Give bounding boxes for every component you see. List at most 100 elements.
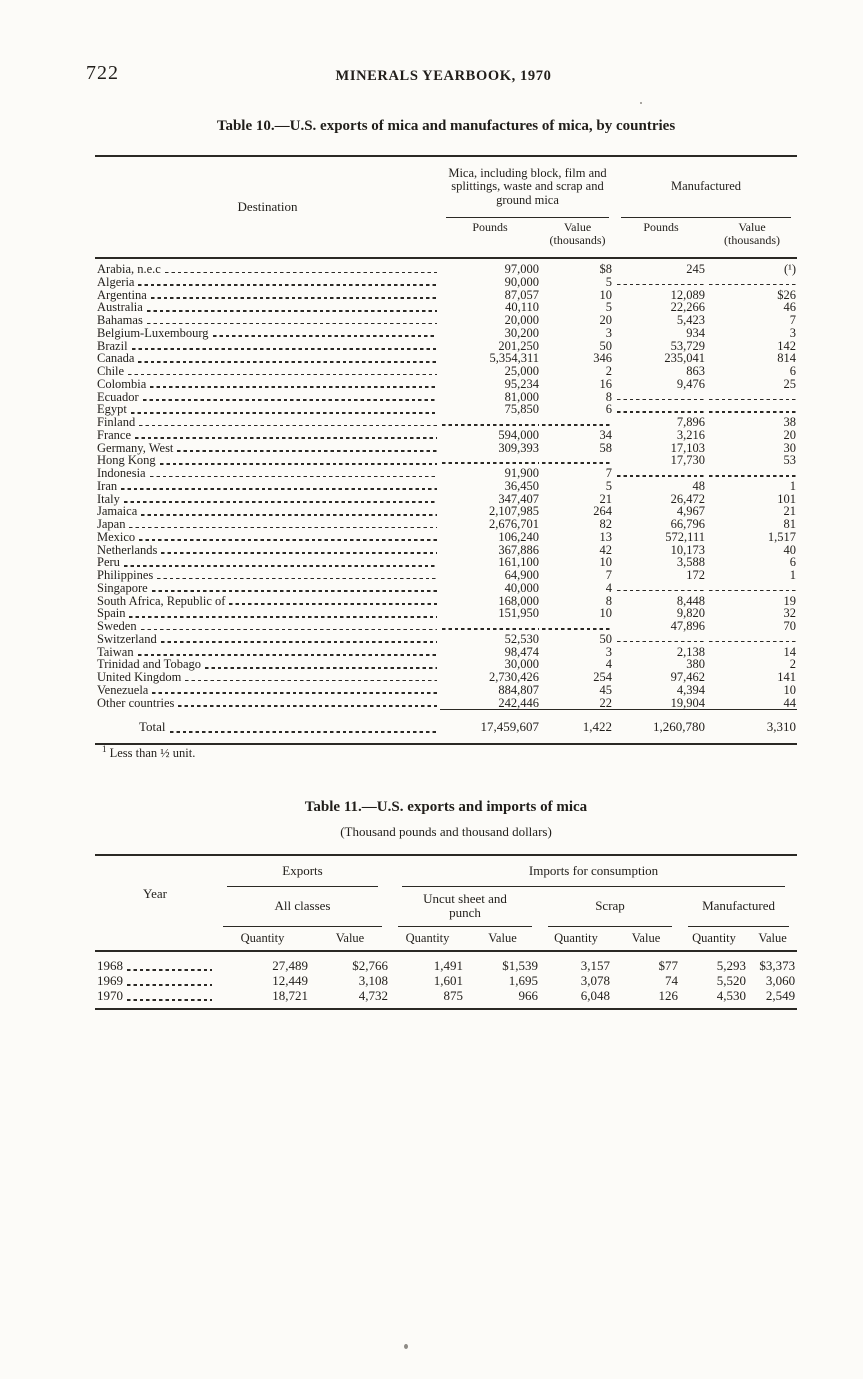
dotted-leader [160,641,437,643]
table-row: Hong Kong 17,730 53 [95,454,797,467]
row-label: Netherlands [95,543,440,557]
table11-title: Table 11.—U.S. exports and imports of mi… [304,799,588,815]
table-row: Germany, West 309,393 58 17,103 30 [95,440,797,455]
table-row: Other countries 242,446 22 19,904 44 [95,696,797,710]
cell-uncut_q: 875 [443,988,464,1003]
cell-mica_value: 7 [605,568,612,582]
cell-mfg_pounds [615,467,707,480]
dotted-leader [123,501,437,503]
cell-mfg_value: 20 [783,427,797,442]
total-mfg-pounds: 1,260,780 [615,709,707,745]
cell-mfg_value: (¹) [783,262,797,276]
row-label: 1970 [95,988,215,1009]
cell-mica_value: 4 [605,657,612,672]
dotted-leader [137,654,437,656]
dotted-leader [146,322,437,325]
footnote-text: Less than ½ unit. [106,746,196,761]
row-label: Argentina [95,288,440,302]
table-row: Chile 25,000 2 863 6 [95,365,797,378]
row-label-text: Egypt [97,402,127,417]
cell-mica_value: 8 [605,389,612,404]
row-label: 1968 [95,951,215,973]
column-header-destination: Destination [237,199,298,214]
row-label: Canada [95,352,440,365]
cell-mica_pounds: 75,850 [504,402,539,417]
column-header-pounds: Pounds [643,220,679,234]
no-data-dashes [617,589,705,592]
cell-mica_value: 16 [599,376,613,391]
column-header-value: Value [758,930,787,945]
table-row: Canada 5,354,311 346 235,041 814 [95,352,797,365]
scan-speck [404,1344,408,1349]
cell-mica_pounds: 81,000 [504,389,539,404]
cell-mica_value: 5 [605,478,612,493]
table10-title: Table 10.—U.S. exports of mica and manuf… [216,118,676,134]
footnote-marker: 1 [102,744,107,754]
column-group-all-classes: All classes [215,886,390,927]
cell-mfg_v: $3,373 [759,958,796,973]
table-row: Mexico 106,240 13 572,111 1,517 [95,529,797,544]
cell-mfg_pounds: 3,588 [676,555,705,570]
table11-us-exports-imports-of-mica: Exports Imports for consumption Year All… [95,854,798,1010]
cell-mica_value: 21 [599,491,613,506]
table10-header: Destination Mica, including block, film … [95,156,798,258]
row-label-text: Peru [97,555,120,570]
cell-mfg_pounds: 235,041 [664,351,705,366]
row-label: Indonesia [95,467,440,480]
cell-mfg_pounds [615,582,707,595]
column-header-pounds: Pounds [472,220,508,234]
cell-mfg_value: 46 [783,300,797,315]
row-label: Hong Kong [95,454,440,467]
row-label: Peru [95,556,440,569]
cell-mica_pounds: 25,000 [504,364,539,378]
cell-mfg_pounds: 26,472 [670,491,705,506]
cell-mica_value: 6 [605,402,612,417]
page-number: 722 [86,62,119,84]
dotted-leader [131,348,437,350]
cell-mica_pounds: 40,110 [505,300,539,315]
cell-mfg_pounds: 3,216 [676,427,705,442]
row-label-text: Japan [97,517,126,531]
row-label: Finland [95,416,440,429]
row-label: Germany, West [95,441,440,455]
cell-mica_value: 58 [599,440,613,455]
table-row: Belgium-Luxembourg 30,200 3 934 3 [95,326,797,340]
table11-subtitle: (Thousand pounds and thousand dollars) [340,824,552,839]
column-header-value-thousands: Value (thousands) [724,220,780,247]
cell-mica_pounds: 201,250 [498,338,539,353]
cell-mica_pounds [440,454,540,467]
cell-mfg_pounds [615,633,707,646]
cell-mfg_q: 5,293 [716,958,747,973]
cell-mfg_value: 1,517 [767,529,797,544]
total-row: Total 17,459,607 1,422 1,260,780 3,310 [95,709,798,745]
cell-mica_value: 50 [599,338,613,353]
table-row: France 594,000 34 3,216 20 [95,427,797,442]
no-data-dashes [542,462,612,464]
row-label: Venezuela [95,683,440,697]
no-data-dashes [442,424,539,426]
cell-mica_pounds [440,416,540,429]
cell-mica_pounds: 40,000 [504,580,539,595]
dotted-leader [151,590,437,592]
cell-mfg_value: 19 [783,593,797,608]
cell-uncut_v: 966 [518,988,539,1003]
cell-mfg_pounds: 9,820 [676,606,705,621]
row-label-text: Brazil [97,338,128,353]
cell-mica_value: 20 [599,313,613,327]
dotted-leader [142,399,437,401]
dotted-leader [149,475,437,478]
cell-all_v: $2,766 [352,958,389,973]
row-label: Switzerland [95,632,440,646]
column-header-value: Value [335,930,365,945]
cell-mfg_value [707,276,797,289]
row-label: Philippines [95,569,440,582]
cell-mica_pounds: 2,107,985 [489,504,539,519]
column-header-quantity: Quantity [240,930,285,945]
cell-mfg_value: 25 [783,376,797,391]
cell-mica_value: 10 [599,606,613,621]
row-label: Spain [95,607,440,620]
cell-mica_value: 42 [599,542,613,557]
row-label: Arabia, n.e.c [95,258,440,276]
cell-mica_pounds: 90,000 [504,274,539,289]
total-mfg-value: 3,310 [707,709,798,745]
